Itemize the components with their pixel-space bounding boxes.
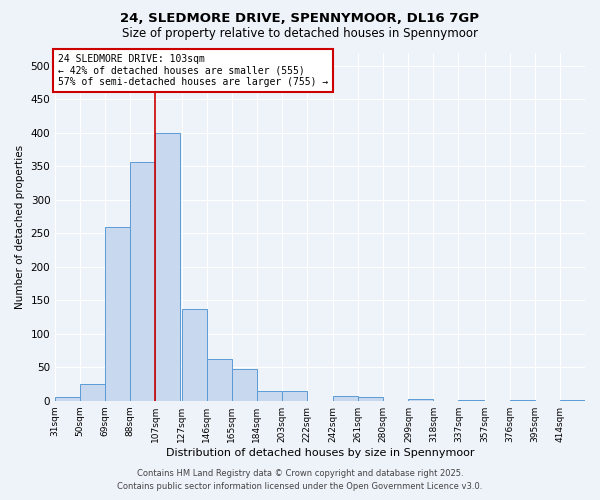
Bar [257,390,282,400]
Bar [105,226,130,400]
Bar [182,309,207,400]
Y-axis label: Number of detached properties: Number of detached properties [15,144,25,308]
Text: 24, SLEDMORE DRIVE, SPENNYMOOR, DL16 7GP: 24, SLEDMORE DRIVE, SPENNYMOOR, DL16 7GP [121,12,479,26]
Text: Size of property relative to detached houses in Spennymoor: Size of property relative to detached ho… [122,28,478,40]
Bar [358,398,383,400]
Bar [207,359,232,401]
Bar [55,398,80,400]
Bar [155,133,181,400]
Bar [282,392,307,400]
Text: Contains HM Land Registry data © Crown copyright and database right 2025.
Contai: Contains HM Land Registry data © Crown c… [118,470,482,491]
X-axis label: Distribution of detached houses by size in Spennymoor: Distribution of detached houses by size … [166,448,475,458]
Bar [130,162,155,400]
Text: 24 SLEDMORE DRIVE: 103sqm
← 42% of detached houses are smaller (555)
57% of semi: 24 SLEDMORE DRIVE: 103sqm ← 42% of detac… [58,54,328,88]
Bar [80,384,105,400]
Bar [232,368,257,400]
Bar [333,396,358,400]
